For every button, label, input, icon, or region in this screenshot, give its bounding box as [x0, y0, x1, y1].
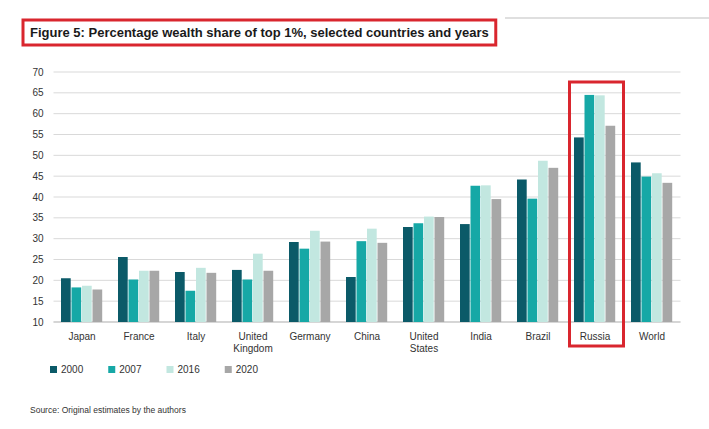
bar: [367, 229, 377, 322]
legend-label: 2000: [61, 364, 84, 375]
x-tick-label: Italy: [187, 331, 205, 342]
bar: [93, 290, 103, 323]
bar: [403, 227, 413, 322]
bar: [346, 277, 356, 322]
bar: [435, 217, 445, 322]
x-tick-label-line: States: [410, 343, 438, 354]
chart: Figure 5: Percentage wealth share of top…: [0, 0, 709, 429]
y-tick-label: 65: [32, 87, 44, 98]
bar: [129, 280, 139, 323]
legend-swatch: [108, 366, 115, 373]
y-tick-label: 10: [32, 317, 44, 328]
bar: [61, 278, 71, 322]
bar: [460, 224, 470, 322]
y-tick-label: 40: [32, 192, 44, 203]
legend-label: 2007: [119, 364, 142, 375]
x-tick-label: Brazil: [525, 331, 550, 342]
bar: [414, 223, 424, 322]
legend-swatch: [50, 366, 57, 373]
bar: [606, 126, 616, 322]
bar: [642, 177, 652, 322]
bar: [300, 249, 310, 322]
bar: [289, 242, 299, 322]
y-tick-label: 45: [32, 171, 44, 182]
title: Figure 5: Percentage wealth share of top…: [30, 25, 489, 40]
x-tick-label-line: United: [239, 331, 268, 342]
bar: [243, 280, 253, 323]
bar: [232, 270, 242, 322]
bar: [574, 137, 584, 322]
bar: [175, 272, 185, 322]
y-tick-label: 15: [32, 296, 44, 307]
bar: [253, 254, 263, 322]
x-tick-label: UnitedStates: [410, 331, 439, 354]
x-tick-label: World: [639, 331, 665, 342]
y-tick-label: 50: [32, 150, 44, 161]
x-tick-label: India: [470, 331, 492, 342]
legend-swatch: [225, 366, 232, 373]
bar: [528, 199, 538, 322]
source: Source: Original estimates by the author…: [30, 405, 186, 415]
bar: [471, 186, 481, 322]
y-tick-label: 30: [32, 233, 44, 244]
bar: [186, 291, 196, 322]
bar: [82, 286, 92, 322]
top-rule: [505, 18, 709, 19]
bar: [424, 217, 434, 322]
legend-swatch: [167, 366, 174, 373]
bar: [196, 268, 206, 322]
bar: [538, 161, 548, 322]
x-tick-label: Germany: [289, 331, 330, 342]
bar: [631, 162, 641, 322]
y-tick-label: 25: [32, 254, 44, 265]
bar: [72, 287, 82, 322]
bar: [150, 271, 160, 322]
highlight-box: [23, 20, 496, 45]
x-tick-label: UnitedKingdom: [233, 331, 272, 354]
bar: [310, 231, 320, 322]
grid-line: [54, 92, 681, 93]
x-tick-label: China: [354, 331, 381, 342]
y-tick-label: 60: [32, 108, 44, 119]
y-tick-label: 20: [32, 275, 44, 286]
bar: [595, 95, 605, 322]
bar: [481, 185, 491, 322]
bar: [652, 173, 662, 322]
bar: [549, 168, 559, 322]
bar: [264, 271, 274, 322]
grid-line: [54, 72, 681, 73]
bars: [61, 95, 672, 322]
y-tick-label: 55: [32, 129, 44, 140]
bar: [378, 243, 388, 322]
legend-label: 2020: [236, 364, 259, 375]
bar: [663, 183, 673, 322]
x-tick-label: Japan: [68, 331, 95, 342]
x-tick-label: Russia: [580, 331, 611, 342]
bar: [517, 180, 527, 323]
bar: [118, 257, 128, 322]
bar: [207, 273, 217, 322]
x-tick-label: France: [123, 331, 155, 342]
x-tick-label-line: United: [410, 331, 439, 342]
bar: [492, 199, 502, 322]
y-tick-label: 70: [32, 67, 44, 78]
highlight-box: [570, 82, 624, 346]
bar: [357, 241, 367, 322]
y-tick-label: 35: [32, 212, 44, 223]
bar: [139, 271, 149, 322]
x-tick-label-line: Kingdom: [233, 343, 272, 354]
bar: [321, 242, 331, 322]
bar: [585, 95, 595, 322]
legend-label: 2016: [178, 364, 201, 375]
